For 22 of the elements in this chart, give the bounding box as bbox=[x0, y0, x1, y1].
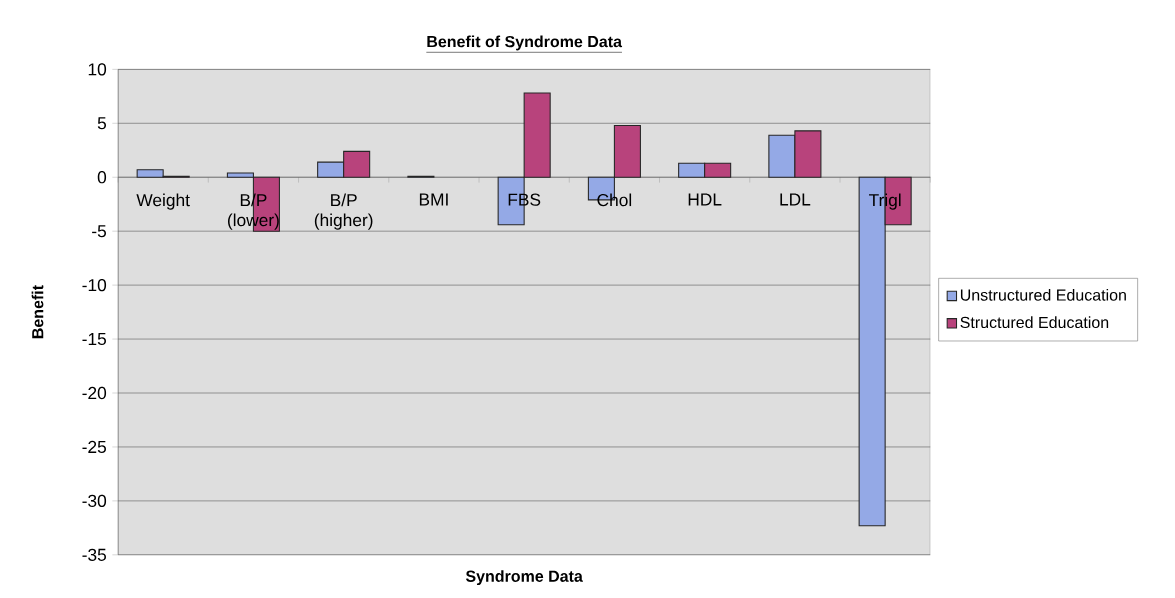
x-tick-label: B/P (higher) bbox=[314, 193, 373, 230]
y-tick-label: -20 bbox=[82, 387, 107, 400]
y-axis-title: Benefit bbox=[31, 285, 44, 339]
legend-label: Structured Education bbox=[960, 316, 1109, 329]
y-tick-label: 0 bbox=[97, 171, 107, 184]
y-tick-label: 5 bbox=[97, 117, 107, 130]
x-tick-label: B/P (lower) bbox=[227, 193, 279, 230]
y-tick-label: -5 bbox=[92, 225, 107, 238]
y-tick-label: 10 bbox=[88, 63, 107, 76]
x-tick-label: BMI bbox=[419, 193, 448, 206]
x-tick-label: Weight bbox=[136, 193, 190, 210]
x-axis-title: Syndrome Data bbox=[465, 570, 583, 586]
y-tick-label: -15 bbox=[82, 333, 107, 346]
y-tick-label: -30 bbox=[82, 494, 107, 508]
x-tick-label: LDL bbox=[780, 193, 811, 206]
x-tick-label: HDL bbox=[688, 193, 722, 206]
y-tick-label: -35 bbox=[82, 548, 107, 562]
legend-label: Unstructured Education bbox=[960, 289, 1126, 301]
y-tick-label: -25 bbox=[82, 441, 107, 454]
x-tick-label: Chol bbox=[597, 193, 632, 207]
chart-title: Benefit of Syndrome Data bbox=[427, 35, 623, 51]
y-tick-label: -10 bbox=[82, 279, 107, 292]
